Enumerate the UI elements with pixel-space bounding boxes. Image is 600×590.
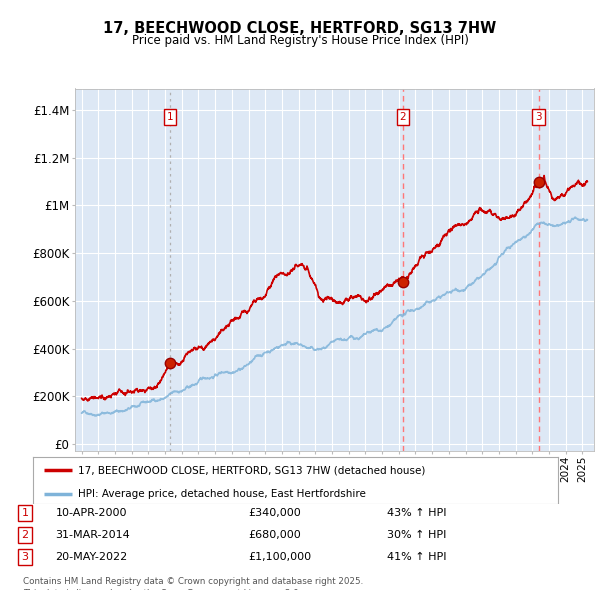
- Text: 31-MAR-2014: 31-MAR-2014: [55, 530, 130, 540]
- Text: Contains HM Land Registry data © Crown copyright and database right 2025.
This d: Contains HM Land Registry data © Crown c…: [23, 577, 363, 590]
- Text: 1: 1: [22, 508, 28, 517]
- Text: 3: 3: [22, 552, 28, 562]
- Text: 20-MAY-2022: 20-MAY-2022: [55, 552, 128, 562]
- Text: £1,100,000: £1,100,000: [248, 552, 311, 562]
- Text: 41% ↑ HPI: 41% ↑ HPI: [386, 552, 446, 562]
- Text: HPI: Average price, detached house, East Hertfordshire: HPI: Average price, detached house, East…: [77, 489, 365, 499]
- Text: 17, BEECHWOOD CLOSE, HERTFORD, SG13 7HW (detached house): 17, BEECHWOOD CLOSE, HERTFORD, SG13 7HW …: [77, 466, 425, 476]
- Text: 1: 1: [166, 112, 173, 122]
- Text: 10-APR-2000: 10-APR-2000: [55, 508, 127, 517]
- Text: Price paid vs. HM Land Registry's House Price Index (HPI): Price paid vs. HM Land Registry's House …: [131, 34, 469, 47]
- Text: 2: 2: [400, 112, 406, 122]
- Text: 17, BEECHWOOD CLOSE, HERTFORD, SG13 7HW: 17, BEECHWOOD CLOSE, HERTFORD, SG13 7HW: [103, 21, 497, 35]
- Text: 43% ↑ HPI: 43% ↑ HPI: [386, 508, 446, 517]
- Text: 30% ↑ HPI: 30% ↑ HPI: [386, 530, 446, 540]
- Text: 3: 3: [535, 112, 542, 122]
- Text: 2: 2: [22, 530, 28, 540]
- Text: £680,000: £680,000: [248, 530, 301, 540]
- Text: £340,000: £340,000: [248, 508, 301, 517]
